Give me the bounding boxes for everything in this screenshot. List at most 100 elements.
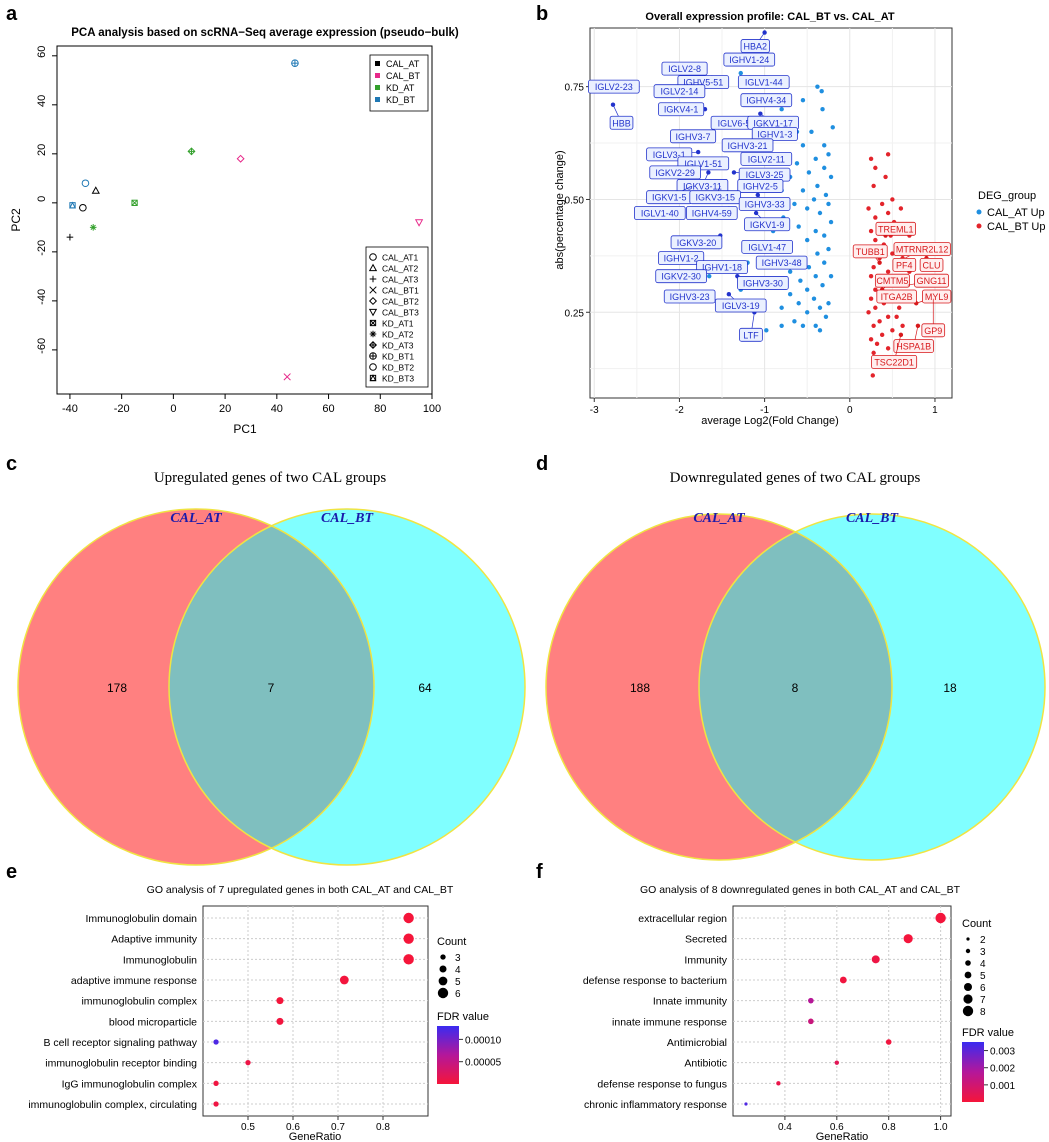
profile-point-up xyxy=(811,296,817,301)
profile-gene-up-label-box xyxy=(740,39,770,53)
pca-legend-sample-label: KD_BT3 xyxy=(382,374,414,384)
go-down-term-labels: extracellular region Secreted Immunity defe… xyxy=(583,913,728,1111)
go-down-term-label: Immunity xyxy=(684,954,727,966)
go-down-term-label: defense response to fungus xyxy=(597,1078,727,1090)
profile-gene-down-label-box xyxy=(874,273,910,288)
go-up-dot xyxy=(403,912,414,924)
profile-gene-up-label: IGHV4-34 xyxy=(746,96,786,106)
profile-gene-up-label: IGLV2-23 xyxy=(595,82,633,92)
go-down-dot xyxy=(871,955,880,964)
go-up-fdr-colorbar xyxy=(437,1026,459,1084)
venn-down-left-edge xyxy=(545,513,893,861)
profile-gene-up-label-box xyxy=(740,151,793,166)
venn-down-overlap-count: 8 xyxy=(792,681,799,695)
profile-gene-up-label: IGLV2-11 xyxy=(748,154,785,164)
pca-legend-label: KD_BT xyxy=(386,95,416,105)
profile-point-up xyxy=(815,251,820,256)
profile-point-up xyxy=(815,183,820,189)
profile-point-up xyxy=(800,97,806,103)
pca-legend-sample-label: CAL_AT3 xyxy=(382,275,418,285)
profile-gene-up-label-box xyxy=(740,93,793,108)
profile-gene-down-label: TSC22D1 xyxy=(874,357,914,367)
panel-letter-b: b xyxy=(536,3,548,25)
go-down-count-legend-label: 7 xyxy=(980,995,986,1006)
profile-point-up xyxy=(815,84,820,89)
profile-x-tick-label: 0 xyxy=(847,405,853,416)
profile-point-down xyxy=(890,328,895,333)
profile-point-down xyxy=(877,319,882,324)
pca-legend-sample-label: KD_AT3 xyxy=(382,341,414,351)
profile-gene-up-label-box xyxy=(723,52,776,67)
profile-point-up xyxy=(822,165,827,171)
profile-gene-down-point xyxy=(898,332,904,338)
profile-point-up xyxy=(805,287,810,292)
profile-point-down xyxy=(896,305,902,310)
profile-gene-up-label-box xyxy=(755,255,808,270)
venn-down-set-cal-bt: CAL_BT xyxy=(846,511,900,526)
profile-gene-up-label-box xyxy=(737,179,784,193)
profile-point-down xyxy=(874,341,880,347)
profile-gene-down-label: GP9 xyxy=(924,326,942,336)
profile-gene-up-label: IGLV1-40 xyxy=(641,209,679,219)
pca-chart: PCA analysis based on scRNA−Seq average … xyxy=(9,27,459,436)
profile-gene-up-label: IGLV3-25 xyxy=(746,170,784,180)
profile-gene-down-label: TREML1 xyxy=(878,224,914,234)
go-down-dot xyxy=(808,997,814,1004)
profile-gene-up-label-box xyxy=(744,217,791,232)
profile-point-up xyxy=(805,206,810,211)
pca-legend-sample-symbol xyxy=(370,331,376,337)
panel-letter-d: d xyxy=(536,453,548,475)
profile-gene-down-label-box xyxy=(875,221,916,236)
pca-legend-sample-symbol xyxy=(369,253,377,261)
pca-legend-swatch xyxy=(375,61,380,66)
profile-gene-up-label: IGKV1-9 xyxy=(750,220,785,230)
go-down-fdr-ticks: 0.003 0.002 0.001 xyxy=(984,1047,1015,1092)
pca-legend-sample-label: CAL_AT2 xyxy=(382,264,418,274)
venn-up-title: Upregulated genes of two CAL groups xyxy=(154,470,386,486)
pca-x-tick-label: -40 xyxy=(62,403,78,415)
go-up-dot xyxy=(403,933,414,944)
pca-legend-sample-symbol xyxy=(368,308,378,317)
profile-point-up xyxy=(805,310,810,315)
profile-gene-down-label: HSPA1B xyxy=(896,342,931,352)
pca-point-cal-bt1 xyxy=(283,373,291,381)
profile-point-up xyxy=(813,228,818,234)
pca-point-cal-at2 xyxy=(91,186,100,194)
venn-down-overlap xyxy=(699,514,892,860)
profile-gene-up-label: IGLV1-51 xyxy=(684,159,722,169)
profile-point-down xyxy=(873,165,878,171)
go-up-dot xyxy=(213,1039,219,1045)
profile-gene-up-label: IGHV3-21 xyxy=(728,141,768,151)
go-down-dot xyxy=(935,912,946,924)
profile-gene-up-label: IGLV1-47 xyxy=(748,242,786,252)
profile-point-up xyxy=(764,328,769,333)
pca-points xyxy=(66,59,424,381)
go-up-term-label: immunoglobulin complex xyxy=(81,996,197,1008)
go-up-dot xyxy=(276,1017,284,1025)
profile-gene-down-label: PF4 xyxy=(896,260,913,270)
go-up-term-label: Immunoglobulin domain xyxy=(86,913,198,925)
go-up-count-legend-dot xyxy=(438,976,448,986)
profile-gene-up-label-box xyxy=(661,61,708,76)
profile-point-down xyxy=(868,273,874,279)
profile-point-down xyxy=(866,310,871,315)
pca-point-kd-bt2 xyxy=(81,179,90,188)
pca-legend-sample-symbol xyxy=(368,296,378,306)
go-up-count-legend-label: 4 xyxy=(455,965,461,976)
go-up-x-tick-label: 0.6 xyxy=(286,1122,300,1133)
profile-gene-up-label: IGLV2-8 xyxy=(668,64,701,74)
profile-point-down xyxy=(879,201,885,207)
profile-point-up xyxy=(796,301,801,306)
go-down-count-legend-label: 4 xyxy=(980,959,986,970)
profile-gene-up-label-box xyxy=(714,298,767,313)
profile-gene-down-label: CLU xyxy=(923,260,941,270)
profile-point-up xyxy=(823,192,829,198)
profile-gene-down-label: GNG11 xyxy=(917,276,947,286)
profile-gene-up-label: IGLV1-44 xyxy=(745,78,783,88)
go-down-fdr-tick-label: 0.003 xyxy=(990,1047,1015,1058)
go-up-count-legend-dot xyxy=(437,987,449,999)
profile-gene-down-label-box xyxy=(892,257,917,272)
pca-point-kd-at1 xyxy=(131,199,138,206)
profile-point-up xyxy=(787,292,793,297)
